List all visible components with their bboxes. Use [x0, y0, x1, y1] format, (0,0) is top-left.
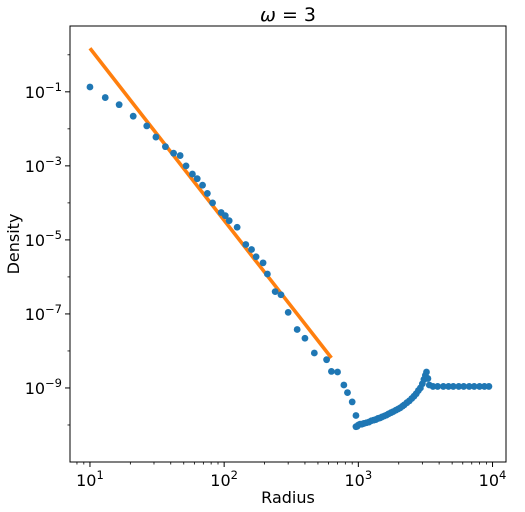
- scatter-point: [233, 223, 241, 231]
- scatter-point: [424, 375, 432, 382]
- scatter-point: [340, 381, 348, 389]
- scatter-point: [199, 181, 206, 189]
- scatter-point: [310, 349, 318, 357]
- chart-title: ω = 3: [260, 4, 316, 26]
- scatter-point: [162, 143, 169, 151]
- scatter-point: [449, 383, 457, 390]
- scatter-point: [328, 368, 335, 375]
- scatter-point: [348, 398, 356, 406]
- scatter-point: [152, 133, 160, 141]
- scatter-point: [434, 383, 442, 390]
- scatter-point: [259, 259, 267, 267]
- y-tick-label: 10−9: [25, 376, 62, 398]
- scatter-point: [271, 288, 279, 296]
- scatter-point: [242, 241, 250, 248]
- scatter-point: [182, 162, 190, 170]
- scatter-point: [352, 412, 360, 419]
- scatter-point: [115, 101, 123, 109]
- scatter-point: [263, 270, 271, 278]
- scatter-point: [252, 253, 260, 261]
- scatter-point: [344, 389, 351, 396]
- y-tick-label: 10−3: [25, 154, 62, 176]
- y-axis-label: Density: [4, 214, 23, 275]
- scatter-point: [334, 368, 341, 376]
- scatter-point: [209, 199, 216, 207]
- x-tick-label: 101: [76, 468, 104, 490]
- scatter-point: [301, 334, 309, 342]
- x-axis-label: Radius: [261, 488, 315, 507]
- chart-title-rest: = 3: [276, 4, 316, 26]
- x-tick-label: 102: [210, 468, 238, 490]
- scatter-point: [476, 383, 483, 390]
- scatter-point: [284, 309, 292, 316]
- y-tick-label: 10−7: [25, 302, 62, 324]
- scatter-point: [225, 217, 233, 225]
- scatter-point: [203, 190, 211, 197]
- y-axis-minor-ticks: [67, 54, 70, 426]
- scatter-point: [470, 383, 478, 390]
- x-tick-label: 104: [479, 468, 507, 490]
- scatter-point: [423, 368, 430, 376]
- scatter-point: [193, 175, 201, 183]
- scatter-point: [101, 94, 109, 101]
- scatter-point: [129, 112, 137, 120]
- scatter-point: [445, 383, 452, 390]
- scatter-point: [176, 152, 184, 159]
- plot-frame: [69, 25, 507, 463]
- scatter-point: [460, 383, 468, 390]
- scatter-point: [170, 149, 177, 157]
- scatter-point: [323, 356, 330, 364]
- x-axis-ticks: 101 102 103 104: [76, 462, 506, 490]
- points-layer: [86, 83, 493, 431]
- scatter-point: [248, 246, 255, 253]
- scatter-point: [439, 383, 447, 390]
- scatter-point: [86, 83, 94, 91]
- scatter-point: [277, 291, 285, 299]
- chart-title-symbol: ω: [260, 4, 276, 26]
- scatter-point: [465, 383, 473, 390]
- y-tick-label: 10−1: [25, 80, 62, 102]
- y-axis-ticks: 10−9 10−7 10−5 10−3 10−1: [25, 80, 70, 398]
- scatter-point: [429, 383, 437, 390]
- x-axis-minor-ticks: [76, 462, 487, 465]
- scatter-point: [189, 170, 196, 178]
- scatter-point: [293, 326, 301, 333]
- scatter-point: [143, 122, 151, 130]
- scatter-point: [455, 383, 463, 390]
- y-tick-label: 10−5: [25, 228, 62, 250]
- x-tick-label: 103: [344, 468, 372, 490]
- scatter-point: [485, 383, 493, 390]
- scatter-point: [221, 212, 229, 220]
